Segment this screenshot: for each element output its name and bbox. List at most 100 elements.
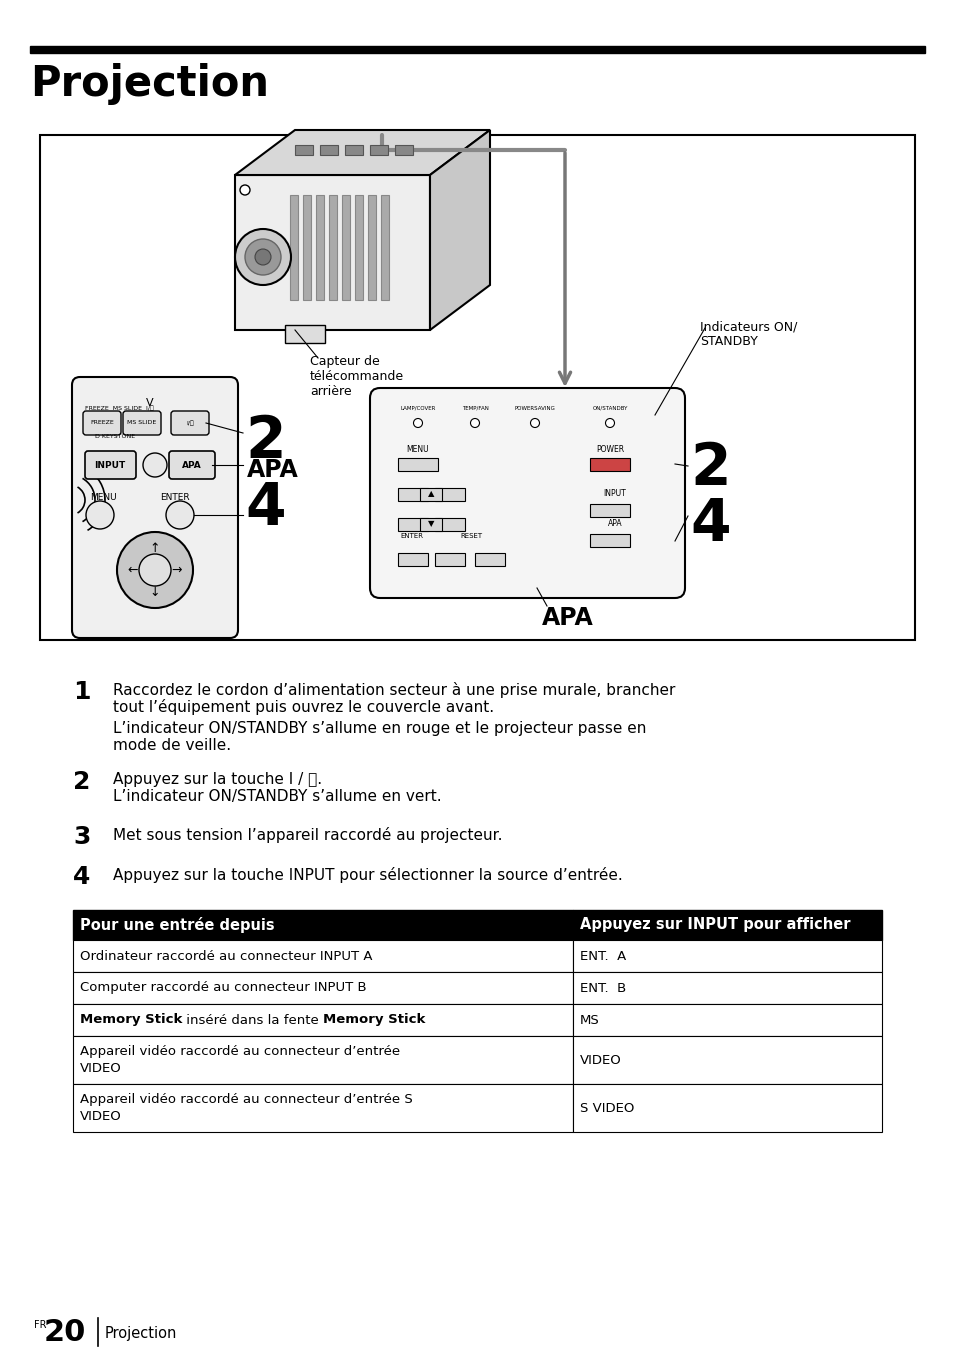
Circle shape [530,419,539,427]
Text: TEMP/FAN: TEMP/FAN [461,406,488,411]
Text: VIDEO: VIDEO [579,1053,621,1067]
Text: APA: APA [541,606,593,630]
Text: ←: ← [128,564,138,576]
Bar [573,1084,882,1132]
Bar [397,553,428,566]
Bar [573,972,882,1005]
FancyBboxPatch shape [171,411,209,435]
Bar [73,940,573,972]
Text: Memory Stick: Memory Stick [80,1014,182,1026]
FancyBboxPatch shape [123,411,161,435]
Text: VIDEO: VIDEO [80,1110,122,1124]
Text: APA: APA [247,458,298,483]
Text: MENU: MENU [406,446,429,454]
Bar [303,195,311,300]
Bar [285,324,325,343]
Text: ENT.  B: ENT. B [579,982,625,995]
Text: L’indicateur ON/STANDBY s’allume en vert.: L’indicateur ON/STANDBY s’allume en vert… [112,790,441,804]
Text: MENU: MENU [90,492,116,502]
Bar [419,488,441,502]
Text: Appuyez sur INPUT pour afficher: Appuyez sur INPUT pour afficher [579,918,850,933]
Circle shape [470,419,479,427]
Text: 2: 2 [245,412,285,470]
Text: ▲: ▲ [427,489,434,499]
Text: D KEYSTONE: D KEYSTONE [95,434,135,439]
Bar [573,1036,882,1084]
Text: ENTER: ENTER [399,533,422,539]
Bar [73,1036,573,1084]
Bar [315,195,324,300]
Circle shape [117,531,193,608]
Bar [589,504,629,516]
Text: Appuyez sur la touche I / ⏻.: Appuyez sur la touche I / ⏻. [112,772,322,787]
Circle shape [240,185,250,195]
Text: ENT.  A: ENT. A [579,949,625,963]
Bar [435,518,464,531]
Circle shape [605,419,614,427]
Text: 2: 2 [689,439,730,498]
Bar [589,458,629,470]
Bar [397,458,437,470]
Polygon shape [234,174,430,330]
Text: Appareil vidéo raccordé au connecteur d’entrée S: Appareil vidéo raccordé au connecteur d’… [80,1092,413,1106]
Bar [435,553,464,566]
Circle shape [413,419,422,427]
Text: tout l’équipement puis ouvrez le couvercle avant.: tout l’équipement puis ouvrez le couverc… [112,699,494,715]
Text: Memory Stick: Memory Stick [323,1014,425,1026]
Bar [380,195,389,300]
Bar [435,488,464,502]
Text: ↓: ↓ [150,585,160,599]
Bar [355,195,363,300]
Text: 2: 2 [73,771,91,794]
Text: 1: 1 [73,680,91,704]
Text: Projection: Projection [105,1326,177,1341]
Text: V: V [146,397,153,408]
Text: inséré dans la fente: inséré dans la fente [182,1014,323,1026]
Text: INPUT: INPUT [603,489,626,499]
Text: L’indicateur ON/STANDBY s’allume en rouge et le projecteur passe en: L’indicateur ON/STANDBY s’allume en roug… [112,721,646,735]
Bar [30,46,924,53]
Bar [573,910,882,940]
Bar [573,1005,882,1036]
Circle shape [139,554,171,585]
Text: APA: APA [182,461,202,469]
Text: Computer raccordé au connecteur INPUT B: Computer raccordé au connecteur INPUT B [80,982,366,995]
Bar [294,145,313,155]
Text: ↑: ↑ [150,542,160,554]
Text: 4: 4 [245,480,285,537]
FancyBboxPatch shape [85,452,136,479]
Text: MS: MS [579,1014,599,1026]
Text: I/⏻: I/⏻ [186,420,193,426]
Text: POWER: POWER [596,446,623,454]
Text: Met sous tension l’appareil raccordé au projecteur.: Met sous tension l’appareil raccordé au … [112,827,502,844]
Bar [589,534,629,548]
Bar [395,145,413,155]
Polygon shape [234,130,490,174]
Text: POWERSAVING: POWERSAVING [514,406,555,411]
Bar [73,910,573,940]
Circle shape [166,502,193,529]
Text: ON/STANDBY: ON/STANDBY [592,406,627,411]
Circle shape [143,453,167,477]
Text: Pour une entrée depuis: Pour une entrée depuis [80,917,274,933]
Circle shape [86,502,113,529]
Bar [370,145,388,155]
Circle shape [234,228,291,285]
Bar [329,195,336,300]
Bar [73,972,573,1005]
Text: →: → [172,564,182,576]
FancyBboxPatch shape [71,377,237,638]
Text: Capteur de
télécommande
arrière: Capteur de télécommande arrière [310,356,404,397]
Bar [368,195,375,300]
Text: VIDEO: VIDEO [80,1063,122,1075]
Text: MS SLIDE: MS SLIDE [128,420,156,426]
Text: FREEZE: FREEZE [90,420,113,426]
Bar [341,195,350,300]
Bar [290,195,297,300]
Bar [573,940,882,972]
Text: S VIDEO: S VIDEO [579,1102,634,1114]
Text: Projection: Projection [30,64,269,105]
Circle shape [254,249,271,265]
Text: APA: APA [607,519,621,529]
Text: FREEZE  MS SLIDE  I/⏻: FREEZE MS SLIDE I/⏻ [85,406,153,411]
